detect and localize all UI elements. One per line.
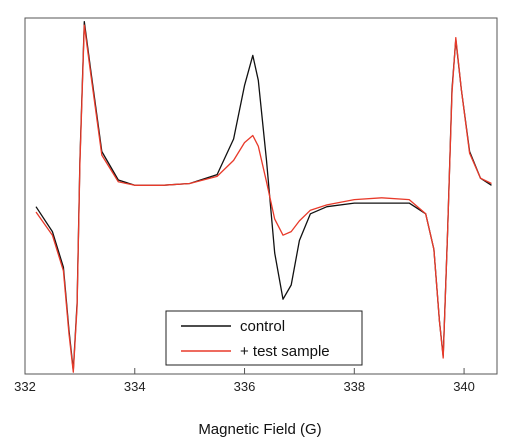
x-tick-label-332: 332 [14, 379, 36, 394]
legend-box [165, 310, 363, 366]
x-tick-label-340: 340 [453, 379, 475, 394]
x-tick-label-336: 336 [234, 379, 256, 394]
legend-label-test-sample: + test sample [240, 343, 330, 360]
x-axis-ticks: 332 334 336 338 340 [14, 368, 475, 394]
x-tick-label-338: 338 [343, 379, 365, 394]
plot-frame [24, 17, 498, 375]
legend-label-control: control [240, 318, 285, 335]
series-line-test-sample [35, 24, 492, 373]
legend: control + test sample [165, 310, 363, 366]
series-layer [35, 20, 492, 373]
x-axis-title: Magnetic Field (G) [198, 421, 321, 438]
x-tick-label-334: 334 [124, 379, 146, 394]
